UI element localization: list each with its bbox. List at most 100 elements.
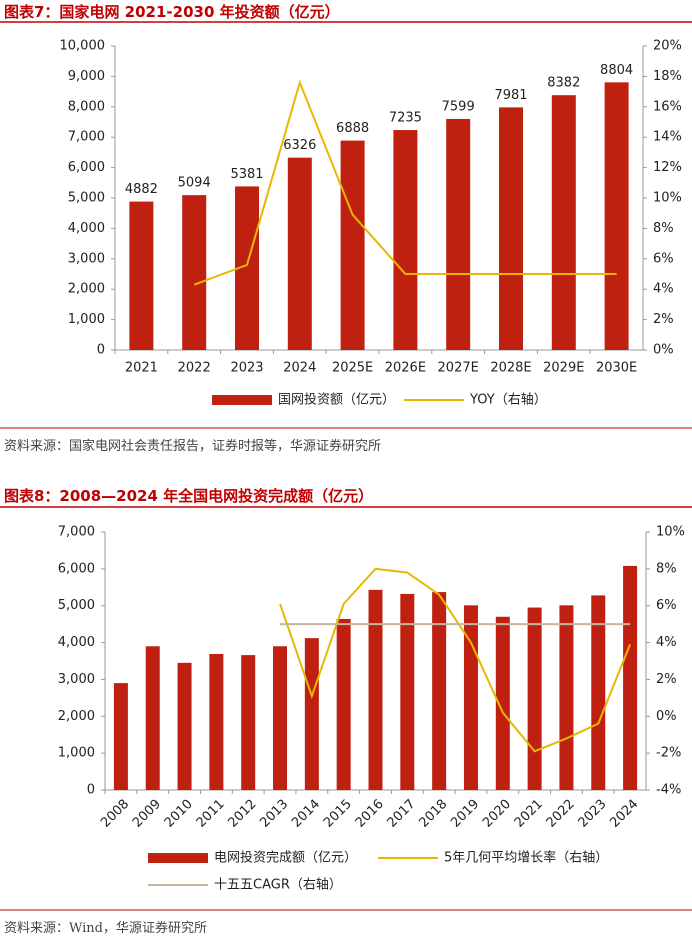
bar	[368, 589, 383, 790]
x-tick-label: 2017	[385, 797, 419, 831]
y2-tick-label: 8%	[653, 221, 674, 236]
x-tick-label: 2025E	[332, 361, 373, 376]
y2-tick-label: 10%	[656, 525, 685, 540]
legend-label: 电网投资完成额（亿元）	[214, 850, 357, 866]
x-tick-label: 2024	[283, 361, 316, 376]
x-tick-label: 2023	[230, 361, 263, 376]
y-tick-label: 5,000	[58, 598, 95, 613]
data-label: 8804	[600, 63, 633, 78]
y-tick-label: 7,000	[68, 130, 105, 145]
bar	[559, 605, 574, 790]
bar	[273, 646, 288, 790]
y-tick-label: 2,000	[58, 709, 95, 724]
y-tick-label: 3,000	[58, 672, 95, 687]
legend-label: 5年几何平均增长率（右轴）	[444, 850, 608, 866]
bar	[393, 130, 418, 350]
data-label: 6888	[336, 121, 369, 136]
y-tick-label: 6,000	[58, 561, 95, 576]
data-label: 5094	[178, 176, 211, 191]
x-tick-label: 2014	[289, 797, 323, 831]
y2-tick-label: 16%	[653, 99, 682, 114]
legend-swatch	[148, 853, 208, 863]
x-tick-label: 2013	[257, 797, 291, 831]
x-tick-label: 2022	[178, 361, 211, 376]
y2-tick-label: 4%	[653, 282, 674, 297]
y2-tick-label: -2%	[656, 746, 681, 761]
bar	[209, 653, 224, 790]
figure-caption: 图表8：2008—2024 年全国电网投资完成额（亿元）	[4, 487, 373, 505]
x-tick-label: 2010	[162, 797, 196, 831]
x-tick-label: 2019	[448, 797, 482, 831]
y2-tick-label: 4%	[656, 635, 677, 650]
bar	[182, 195, 207, 350]
bar	[340, 140, 365, 350]
y-tick-label: 4,000	[58, 635, 95, 650]
x-tick-label: 2029E	[543, 361, 584, 376]
legend-label: YOY（右轴）	[469, 393, 547, 408]
bar	[499, 107, 523, 351]
x-tick-label: 2009	[130, 797, 164, 831]
y-tick-label: 7,000	[58, 525, 95, 540]
x-tick-label: 2026E	[385, 361, 426, 376]
x-tick-label: 2012	[226, 797, 260, 831]
y2-tick-label: -4%	[656, 783, 681, 798]
bar	[623, 565, 638, 790]
figure-caption: 图表7：国家电网 2021-2030 年投资额（亿元）	[4, 3, 340, 21]
data-label: 8382	[547, 76, 580, 91]
x-tick-label: 2011	[194, 797, 228, 831]
x-tick-label: 2016	[353, 797, 387, 831]
bar	[304, 638, 319, 790]
bar	[400, 593, 415, 790]
data-label: 4882	[125, 182, 158, 197]
y-tick-label: 3,000	[68, 251, 105, 266]
y-tick-label: 5,000	[68, 191, 105, 206]
y-tick-label: 0	[87, 783, 95, 798]
y-tick-label: 1,000	[58, 746, 95, 761]
bar	[432, 592, 447, 790]
y-tick-label: 6,000	[68, 160, 105, 175]
bar	[241, 655, 256, 790]
x-tick-label: 2023	[576, 797, 610, 831]
bar	[336, 618, 351, 790]
y2-tick-label: 12%	[653, 160, 682, 175]
y2-tick-label: 8%	[656, 561, 677, 576]
x-tick-label: 2015	[321, 797, 355, 831]
bar	[604, 82, 629, 350]
y2-tick-label: 10%	[653, 191, 682, 206]
y2-tick-label: 20%	[653, 39, 682, 54]
x-tick-label: 2030E	[596, 361, 637, 376]
x-tick-label: 2021	[125, 361, 158, 376]
y-tick-label: 4,000	[68, 221, 105, 236]
y-tick-label: 9,000	[68, 69, 105, 84]
x-tick-label: 2018	[416, 797, 450, 831]
legend-swatch	[212, 395, 272, 405]
y-tick-label: 0	[97, 343, 105, 358]
bar	[527, 607, 542, 790]
data-label: 7599	[442, 99, 475, 114]
y2-tick-label: 2%	[653, 312, 674, 327]
bar	[129, 201, 154, 350]
y2-tick-label: 0%	[653, 343, 674, 358]
data-label: 7981	[494, 88, 527, 103]
line	[193, 79, 617, 286]
y-tick-label: 2,000	[68, 282, 105, 297]
x-tick-label: 2024	[607, 797, 641, 831]
data-label: 7235	[389, 111, 422, 126]
y-tick-label: 1,000	[68, 312, 105, 327]
source: 资料来源：国家电网社会责任报告，证券时报等，华源证券研究所	[4, 438, 381, 454]
x-tick-label: 2020	[480, 797, 514, 831]
x-tick-label: 2027E	[438, 361, 479, 376]
legend-label: 国网投资额（亿元）	[278, 392, 395, 408]
bar	[113, 683, 128, 790]
bar	[446, 118, 471, 350]
x-tick-label: 2022	[544, 797, 578, 831]
bar	[145, 646, 160, 790]
y-tick-label: 10,000	[60, 39, 106, 54]
bar	[177, 662, 192, 790]
x-tick-label: 2008	[98, 797, 132, 831]
bar	[495, 616, 510, 790]
bar	[551, 95, 576, 351]
y-tick-label: 8,000	[68, 99, 105, 114]
